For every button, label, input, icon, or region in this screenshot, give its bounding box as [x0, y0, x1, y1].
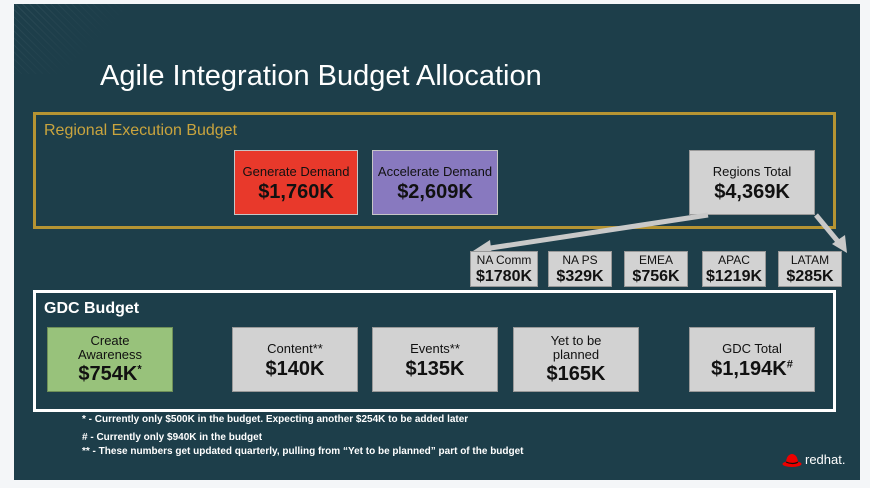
- slide: Agile Integration Budget Allocation Regi…: [14, 4, 860, 480]
- create-awareness-value-wrap: $754K*: [48, 364, 172, 385]
- arrow-to-latam: [814, 213, 842, 246]
- redhat-logo-icon: [782, 453, 802, 467]
- region-box-na-comm: NA Comm $1780K: [470, 251, 538, 287]
- events-box: Events** $135K: [372, 327, 498, 392]
- create-awareness-mark: *: [137, 363, 142, 376]
- region-label: NA Comm: [476, 253, 532, 267]
- yet-to-be-planned-label: Yet to be planned: [550, 333, 602, 362]
- yet-to-be-planned-value: $165K: [546, 363, 606, 386]
- events-label: Events**: [410, 341, 460, 356]
- create-awareness-value: $754K: [78, 363, 138, 386]
- region-value: $285K: [786, 267, 834, 285]
- gdc-total-box: GDC Total $1,194K#: [689, 327, 815, 392]
- content-label: Content**: [267, 341, 323, 356]
- gdc-total-value: $1,194K: [711, 357, 787, 380]
- generate-demand-label: Generate Demand: [242, 164, 350, 179]
- gdc-budget-frame: [33, 290, 836, 412]
- create-awareness-label: Create Awareness: [77, 333, 143, 362]
- regional-budget-frame: [33, 112, 836, 229]
- gdc-total-mark: #: [786, 357, 793, 370]
- gdc-total-label: GDC Total: [722, 341, 782, 356]
- generate-demand-value: $1,760K: [258, 180, 334, 203]
- region-label: NA PS: [562, 253, 598, 267]
- region-box-emea: EMEA $756K: [624, 251, 688, 287]
- gdc-total-value-wrap: $1,194K#: [690, 357, 814, 380]
- generate-demand-box: Generate Demand $1,760K: [234, 150, 358, 215]
- region-box-na-ps: NA PS $329K: [548, 251, 612, 287]
- region-value: $756K: [632, 267, 680, 285]
- content-box: Content** $140K: [232, 327, 358, 392]
- region-value: $329K: [556, 267, 604, 285]
- region-label: EMEA: [638, 253, 673, 267]
- accelerate-demand-label: Accelerate Demand: [377, 164, 493, 179]
- accelerate-demand-box: Accelerate Demand $2,609K: [372, 150, 498, 215]
- accelerate-demand-value: $2,609K: [397, 180, 473, 203]
- footnote-awareness: * - Currently only $500K in the budget. …: [82, 414, 469, 425]
- regional-budget-label: Regional Execution Budget: [44, 122, 238, 139]
- region-box-latam: LATAM $285K: [778, 251, 842, 287]
- region-label: LATAM: [790, 253, 830, 267]
- arrow-to-na-comm: [483, 212, 709, 252]
- content-value: $140K: [265, 357, 325, 380]
- redhat-logo: redhat.: [782, 452, 845, 467]
- redhat-logo-text: redhat.: [805, 452, 846, 467]
- regions-total-label: Regions Total: [712, 164, 792, 179]
- yet-to-be-planned-box: Yet to be planned $165K: [513, 327, 639, 392]
- region-box-apac: APAC $1219K: [702, 251, 766, 287]
- regions-total-box: Regions Total $4,369K: [689, 150, 815, 215]
- footnote-quarterly: ** - These numbers get updated quarterly…: [82, 446, 524, 457]
- slide-title: Agile Integration Budget Allocation: [100, 60, 542, 92]
- regions-total-value: $4,369K: [714, 180, 790, 203]
- region-label: APAC: [718, 253, 750, 267]
- create-awareness-box: Create Awareness $754K*: [47, 327, 173, 392]
- gdc-budget-label: GDC Budget: [44, 300, 140, 317]
- region-value: $1219K: [705, 267, 763, 285]
- region-value: $1780K: [475, 267, 533, 285]
- arrowhead-latam: [832, 235, 847, 253]
- footnote-gdc-total: # - Currently only $940K in the budget: [82, 432, 263, 443]
- decorative-pattern: [14, 4, 124, 74]
- events-value: $135K: [405, 357, 465, 380]
